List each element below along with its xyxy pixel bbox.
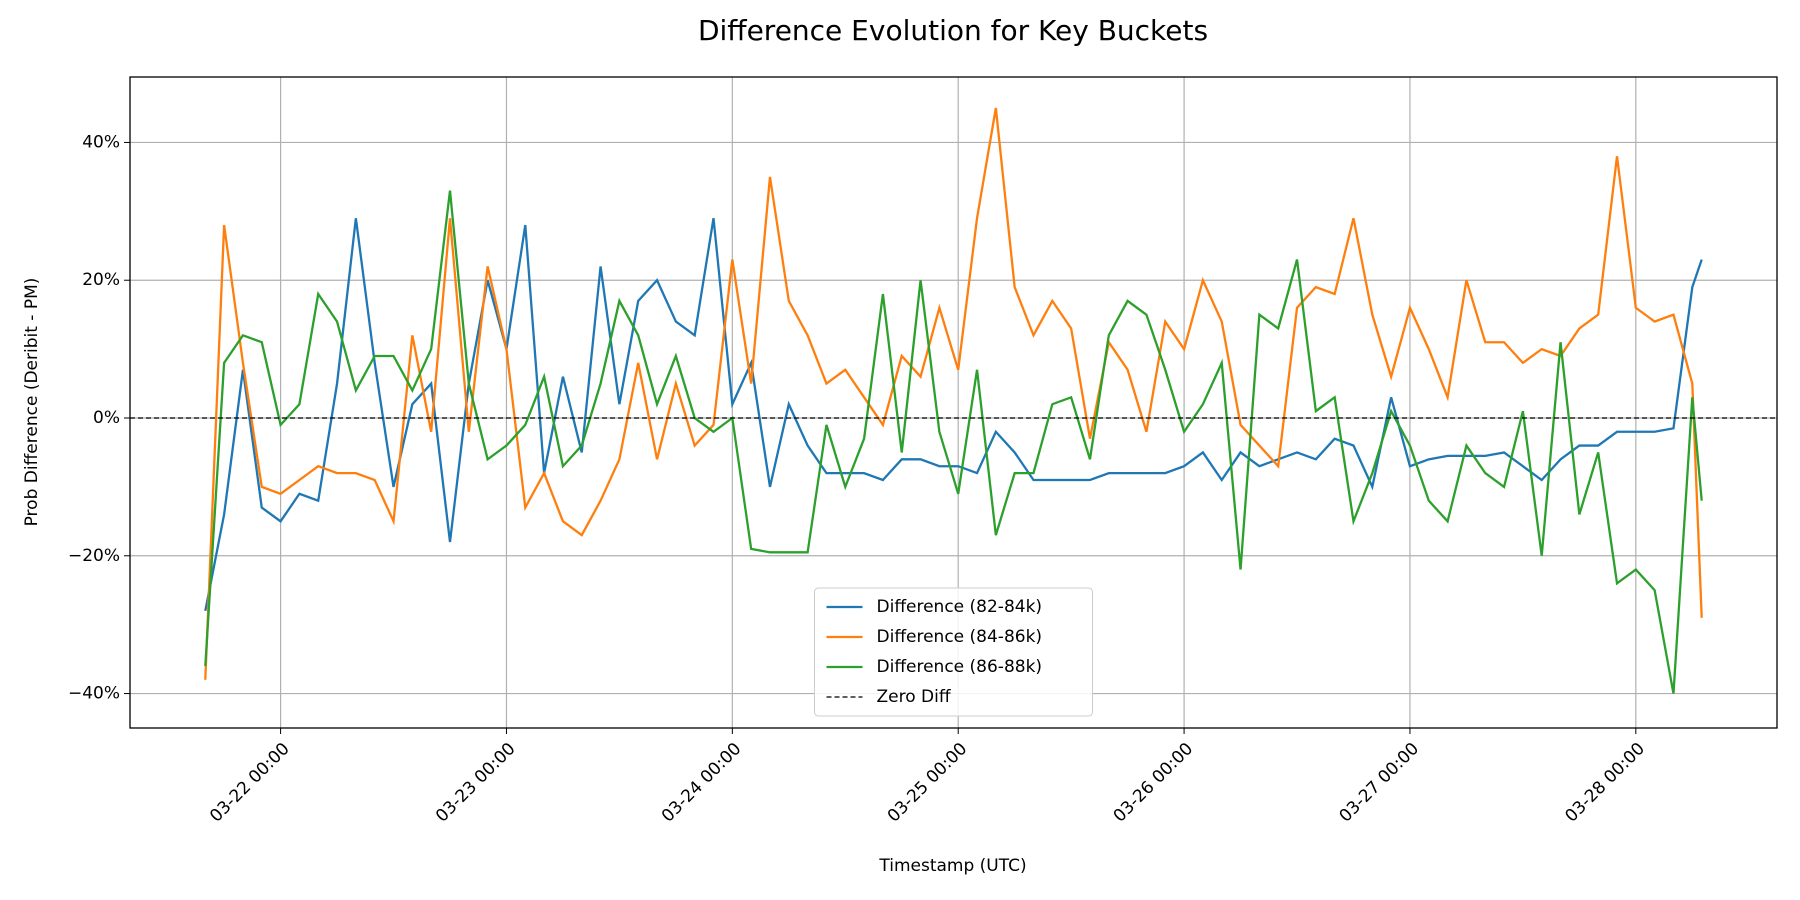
y-tick-label: 40%: [82, 132, 120, 152]
y-axis-label: Prob Difference (Deribit - PM): [22, 278, 42, 527]
legend-label: Difference (82-84k): [877, 597, 1043, 617]
plot-frame: [129, 76, 1778, 729]
legend-box: [814, 587, 1093, 717]
x-tick-label: 03-22 00:00: [206, 739, 294, 827]
data-line: [204, 218, 1703, 612]
chart-title: Difference Evolution for Key Buckets: [698, 14, 1208, 47]
y-tick-label: −20%: [68, 546, 120, 566]
y-tick-label: −40%: [68, 684, 120, 704]
x-tick-label: 03-28 00:00: [1561, 739, 1649, 827]
x-tick-label: 03-27 00:00: [1335, 739, 1423, 827]
legend-label: Zero Diff: [877, 687, 952, 707]
x-axis-label: Timestamp (UTC): [878, 856, 1026, 876]
x-tick-label: 03-26 00:00: [1110, 739, 1198, 827]
x-tick-label: 03-25 00:00: [884, 739, 972, 827]
legend-label: Difference (86-88k): [877, 657, 1043, 677]
legend-label: Difference (84-86k): [877, 627, 1043, 647]
y-tick-label: 20%: [82, 270, 120, 290]
data-line: [204, 107, 1703, 680]
x-tick-label: 03-23 00:00: [432, 739, 520, 827]
legend: Difference (82-84k) Difference (84-86k) Di…: [814, 587, 1093, 717]
x-tick-label: 03-24 00:00: [658, 739, 746, 827]
y-tick-label: 0%: [93, 408, 120, 428]
data-line: [204, 190, 1703, 694]
